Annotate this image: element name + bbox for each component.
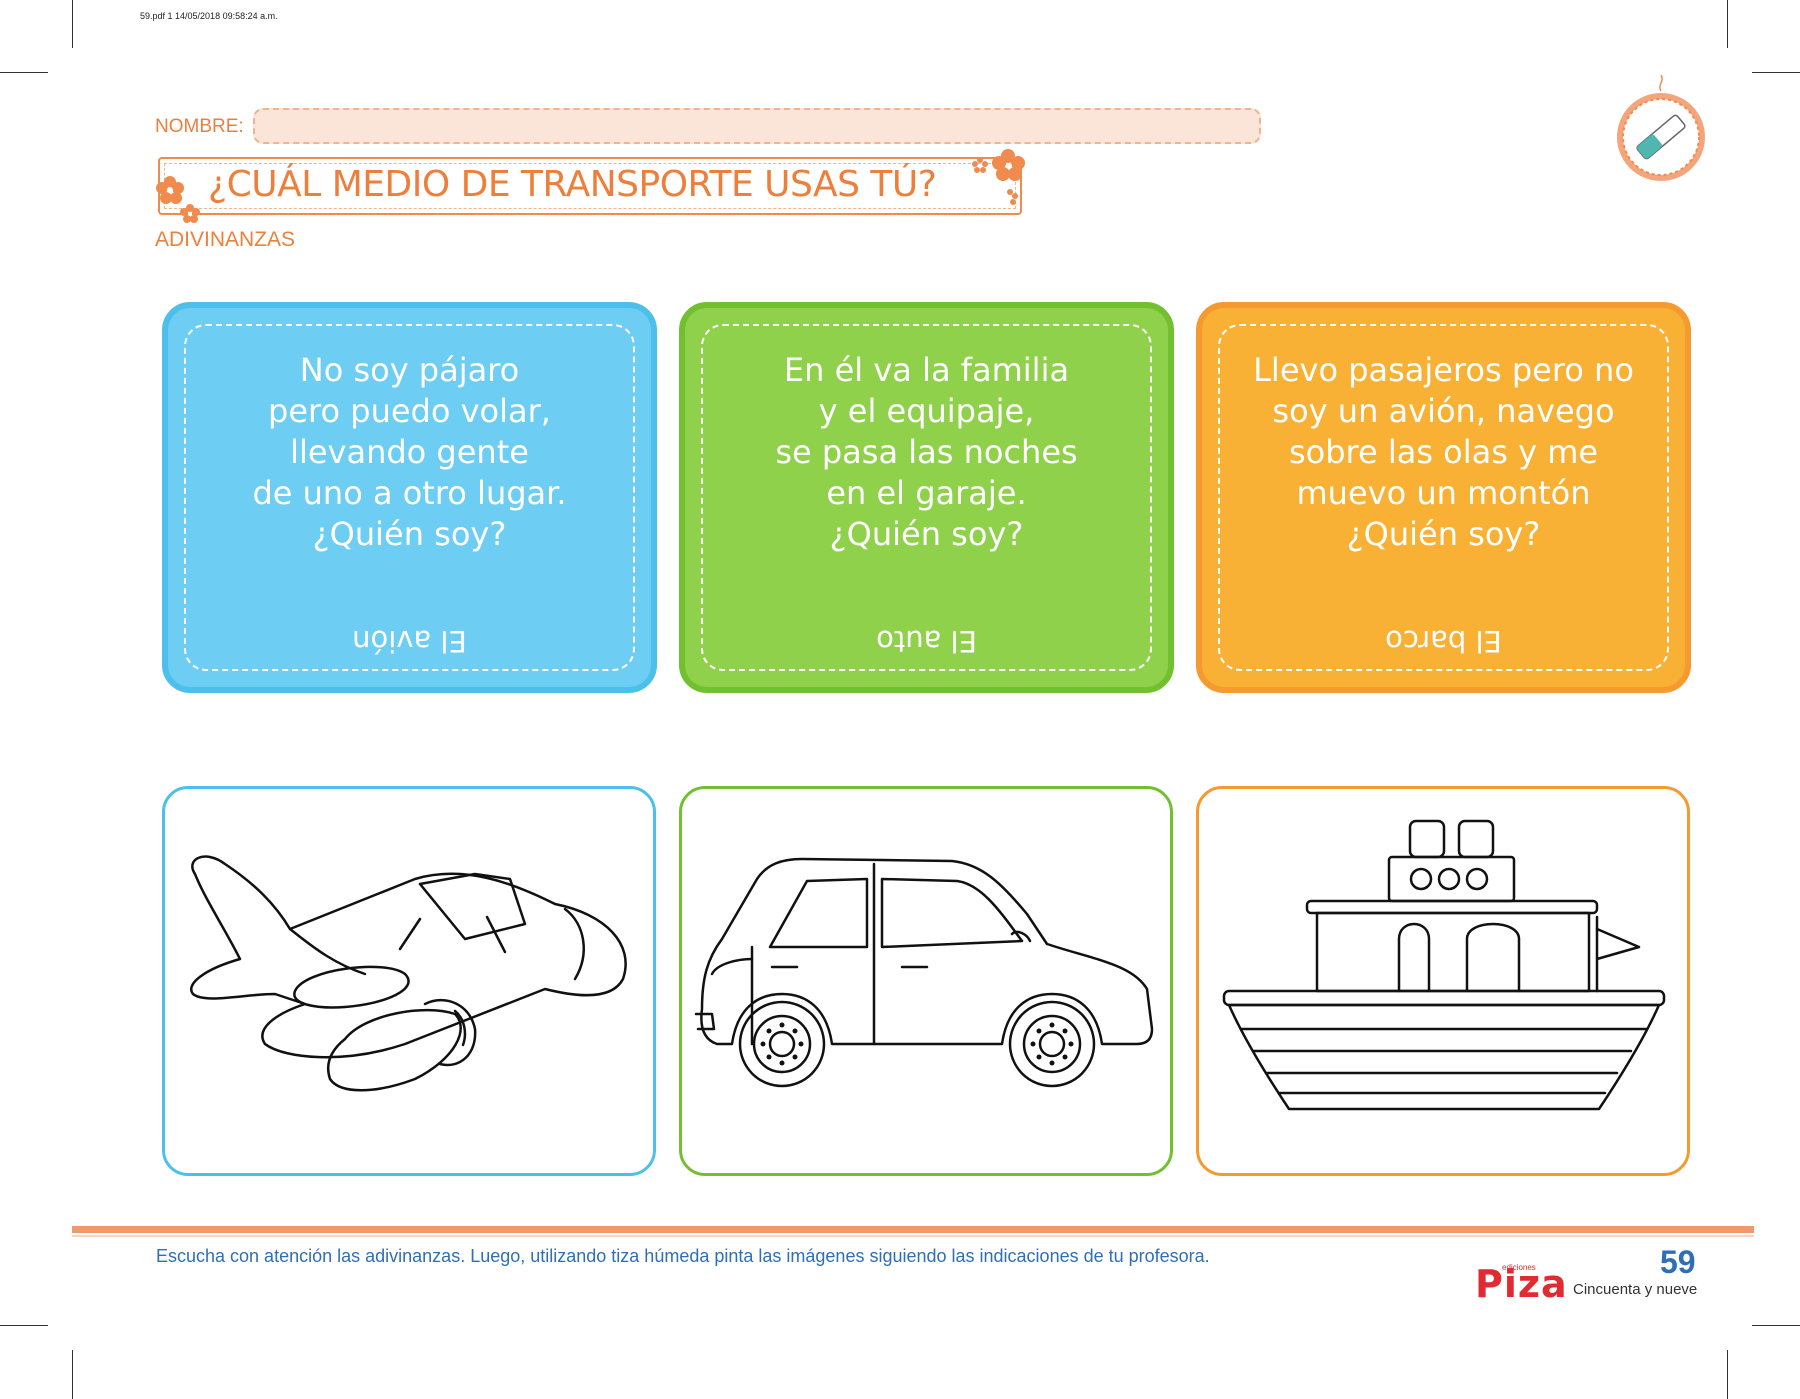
riddle-line: sobre las olas y me — [1288, 433, 1599, 471]
riddle-answer: El auto — [876, 624, 977, 658]
crop-mark — [1752, 1325, 1800, 1326]
riddle-line: llevando gente — [290, 433, 529, 471]
publisher-logo-subtitle: ediciones — [1502, 1263, 1536, 1272]
card-dashed-border — [701, 324, 1152, 671]
riddle-line: En él va la familia — [783, 351, 1070, 389]
riddle-line: y el equipaje, — [818, 392, 1035, 430]
card-dashed-border — [1218, 324, 1669, 671]
section-label: ADIVINANZAS — [155, 228, 296, 251]
crop-mark — [0, 1325, 48, 1326]
print-metadata: 59.pdf 1 14/05/2018 09:58:24 a.m. — [140, 11, 278, 21]
flower-decoration-icon — [156, 176, 200, 223]
instructions-text: Escucha con atención las adivinanzas. Lu… — [156, 1246, 1210, 1266]
riddle-line: soy un avión, navego — [1272, 392, 1615, 430]
riddle-line: ¿Quién soy? — [829, 515, 1024, 553]
page-number: 59 — [1660, 1244, 1696, 1280]
chalk-icon — [1617, 74, 1705, 181]
crop-mark — [72, 0, 73, 48]
riddle-card-airplane: No soy pájaro pero puedo volar, llevando… — [162, 302, 657, 693]
card-dashed-border — [184, 324, 635, 671]
riddle-line: se pasa las noches — [775, 433, 1078, 471]
riddle-line: pero puedo volar, — [268, 392, 551, 430]
car-drawing-icon[interactable] — [682, 789, 1169, 1172]
riddle-line: de uno a otro lugar. — [252, 474, 567, 512]
name-label: NOMBRE: — [155, 116, 244, 137]
riddle-text: Llevo pasajeros pero no soy un avión, na… — [1242, 350, 1645, 555]
picture-card-boat — [1196, 786, 1690, 1176]
riddle-line: Llevo pasajeros pero no — [1253, 351, 1634, 389]
crop-mark — [1727, 1350, 1728, 1399]
riddle-answer: El barco — [1385, 624, 1502, 658]
riddle-card-car: En él va la familia y el equipaje, se pa… — [679, 302, 1174, 693]
publisher-logo: Piza — [1475, 1262, 1568, 1306]
title-banner: ¿CUÁL MEDIO DE TRANSPORTE USAS TÚ? — [158, 157, 1022, 215]
flower-decoration-icon — [972, 149, 1025, 205]
footer-divider — [72, 1235, 1754, 1237]
airplane-drawing-icon[interactable] — [165, 789, 652, 1172]
page-title: ¿CUÁL MEDIO DE TRANSPORTE USAS TÚ? — [208, 164, 937, 205]
riddle-card-boat: Llevo pasajeros pero no soy un avión, na… — [1196, 302, 1691, 693]
riddle-text: En él va la familia y el equipaje, se pa… — [725, 350, 1128, 555]
picture-card-airplane — [162, 786, 656, 1176]
riddle-text: No soy pájaro pero puedo volar, llevando… — [208, 350, 611, 555]
riddle-answer: El avión — [352, 624, 467, 658]
name-field[interactable] — [253, 108, 1261, 144]
riddle-line: ¿Quién soy? — [312, 515, 507, 553]
crop-mark — [0, 72, 48, 73]
boat-drawing-icon[interactable] — [1199, 789, 1686, 1172]
picture-card-car — [679, 786, 1173, 1176]
page-number-words: Cincuenta y nueve — [1573, 1281, 1698, 1298]
riddle-line: en el garaje. — [826, 474, 1027, 512]
riddle-line: No soy pájaro — [299, 351, 520, 389]
crop-mark — [1752, 72, 1800, 73]
riddle-line: ¿Quién soy? — [1346, 515, 1541, 553]
footer-divider — [72, 1226, 1754, 1233]
crop-mark — [72, 1350, 73, 1399]
crop-mark — [1727, 0, 1728, 48]
riddle-line: muevo un montón — [1296, 474, 1591, 512]
